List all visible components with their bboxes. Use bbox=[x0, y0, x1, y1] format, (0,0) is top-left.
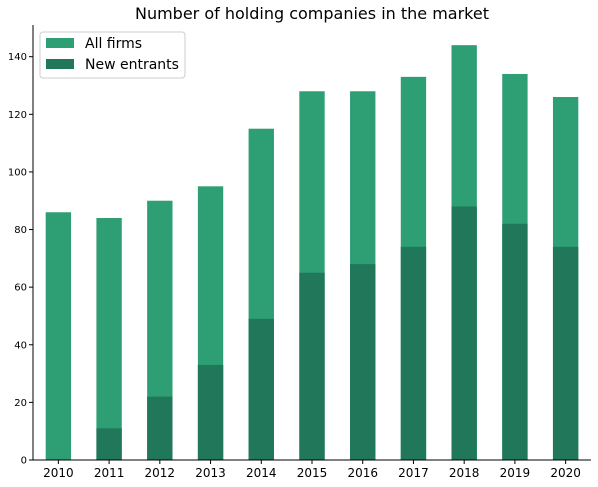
bar-new-entrants-2018 bbox=[451, 206, 477, 460]
bar-new-entrants-2011 bbox=[96, 428, 122, 460]
legend-label-new-entrants: New entrants bbox=[85, 57, 179, 73]
bar-new-entrants-2013 bbox=[197, 364, 224, 460]
bar-new-entrants-2014 bbox=[248, 318, 274, 460]
y-axis: 0 20 40 60 80 100 120 140 bbox=[8, 25, 34, 467]
bar-all-firms-2010 bbox=[45, 212, 72, 460]
x-tick-label: 2011 bbox=[94, 466, 125, 480]
legend-label-all-firms: All firms bbox=[85, 36, 142, 52]
bar-new-entrants-2020 bbox=[552, 246, 579, 460]
legend-box bbox=[39, 31, 186, 79]
y-tick-label: 0 bbox=[21, 456, 27, 467]
legend-swatch-all-firms bbox=[46, 38, 74, 48]
y-tick-label: 120 bbox=[8, 110, 27, 121]
chart-title: Number of holding companies in the marke… bbox=[135, 4, 489, 23]
x-tick-label: 2012 bbox=[145, 466, 176, 480]
x-tick-label: 2020 bbox=[550, 466, 581, 480]
bar-new-entrants-2015 bbox=[299, 272, 325, 460]
y-tick-label: 20 bbox=[14, 398, 27, 409]
x-tick-label: 2018 bbox=[449, 466, 480, 480]
legend: All firms New entrants bbox=[39, 31, 186, 79]
x-tick-label: 2019 bbox=[500, 466, 531, 480]
x-tick-label: 2016 bbox=[347, 466, 378, 480]
y-tick-label: 80 bbox=[14, 225, 27, 236]
y-tick-label: 140 bbox=[8, 52, 27, 63]
bar-all-firms-2011 bbox=[96, 218, 122, 460]
x-tick-label: 2015 bbox=[297, 466, 328, 480]
y-tick-label: 60 bbox=[14, 283, 27, 294]
x-axis: 2010 2011 2012 2013 2014 2015 2016 2017 2018 2019… bbox=[33, 459, 591, 480]
x-tick-label: 2010 bbox=[43, 466, 74, 480]
bars-layer bbox=[45, 45, 579, 461]
y-tick-label: 100 bbox=[8, 167, 27, 178]
legend-swatch-new-entrants bbox=[46, 59, 74, 69]
y-tick-label: 40 bbox=[14, 340, 27, 351]
x-tick-label: 2013 bbox=[195, 466, 226, 480]
bar-new-entrants-2017 bbox=[400, 246, 427, 460]
bar-new-entrants-2019 bbox=[502, 223, 528, 460]
bar-new-entrants-2012 bbox=[147, 396, 173, 460]
x-tick-label: 2017 bbox=[398, 466, 429, 480]
bar-new-entrants-2016 bbox=[350, 264, 376, 460]
x-tick-label: 2014 bbox=[246, 466, 277, 480]
